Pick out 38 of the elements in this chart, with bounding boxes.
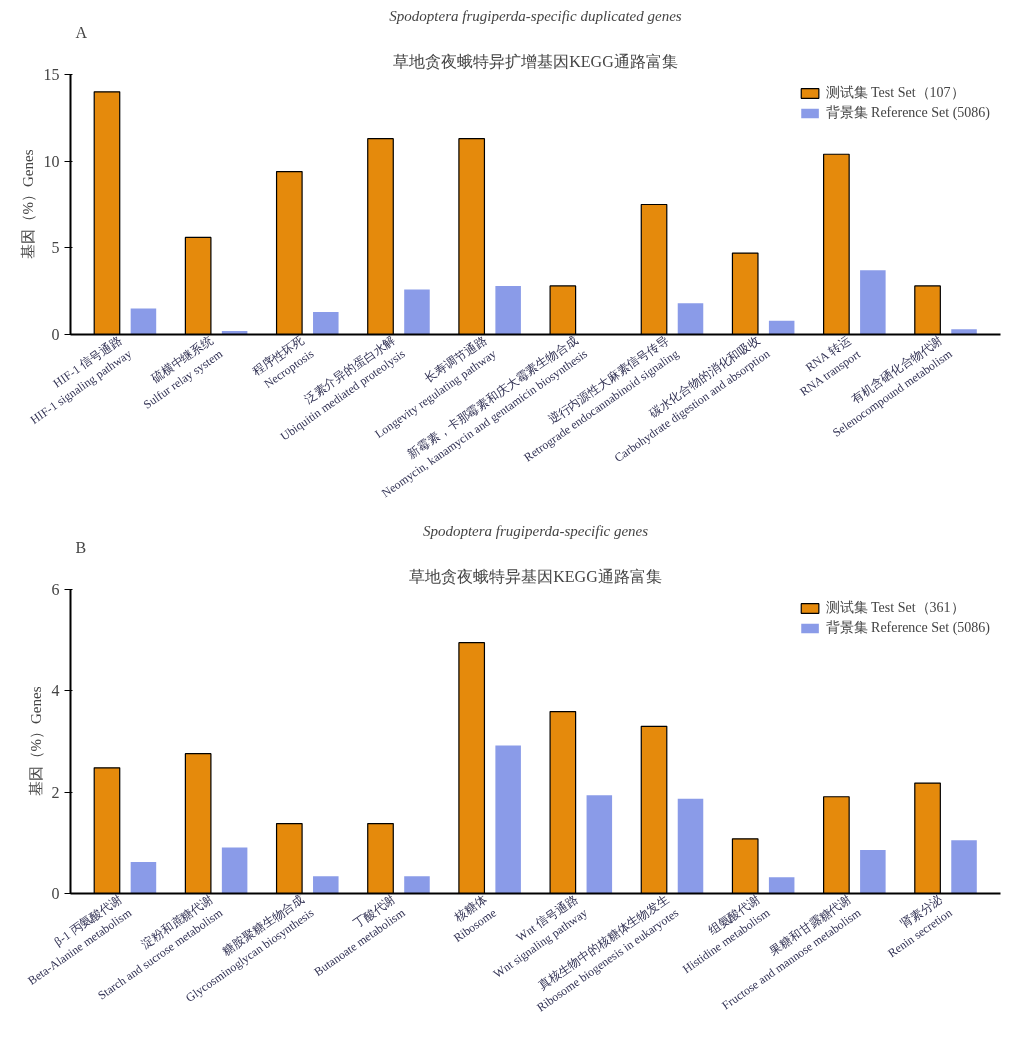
text: B: [75, 538, 87, 556]
bar: [951, 329, 977, 335]
y-tick-label: 10: [43, 152, 60, 170]
bar: [130, 862, 157, 894]
bar: [404, 289, 430, 335]
legend-label: 背景集 Reference Set (5086): [825, 619, 990, 637]
legend-label: 测试集 Test Set（107）: [825, 84, 965, 102]
bar: [768, 320, 795, 335]
y-tick-label: 0: [51, 326, 60, 343]
bar: [860, 270, 886, 335]
legend-label: 测试集 Test Set（361）: [825, 599, 965, 617]
bar: [586, 795, 613, 894]
bar: [130, 308, 157, 335]
bar: [221, 847, 248, 894]
bar: [768, 877, 795, 894]
bar: [313, 311, 339, 335]
chart-title: 草地贪夜蛾特异扩增基因KEGG通路富集: [393, 52, 678, 70]
bar: [677, 798, 704, 894]
bar: [404, 876, 430, 894]
y-axis-title: 基因（%）Genes: [19, 149, 36, 260]
y-tick-label: 2: [51, 783, 60, 801]
y-tick-label: 4: [51, 682, 60, 700]
bar: [677, 303, 704, 335]
y-tick-label: 5: [51, 239, 60, 257]
bar: [495, 745, 521, 894]
y-tick-label: 6: [51, 581, 60, 598]
chart-title: 草地贪夜蛾特异基因KEGG通路富集: [409, 567, 662, 585]
y-tick-label: 15: [43, 66, 60, 83]
bar: [313, 876, 339, 894]
bar: [860, 849, 886, 894]
y-axis-title: 基因（%）Genes: [27, 686, 44, 797]
legend-label: 背景集 Reference Set (5086): [825, 104, 990, 122]
text: A: [75, 23, 88, 41]
y-tick-label: 0: [51, 885, 60, 902]
bar: [495, 285, 521, 335]
chart-subtitle: Spodoptera frugiperda-specific duplicated genes: [389, 7, 682, 24]
bar: [951, 840, 977, 894]
chart-subtitle: Spodoptera frugiperda-specific genes: [422, 522, 649, 539]
